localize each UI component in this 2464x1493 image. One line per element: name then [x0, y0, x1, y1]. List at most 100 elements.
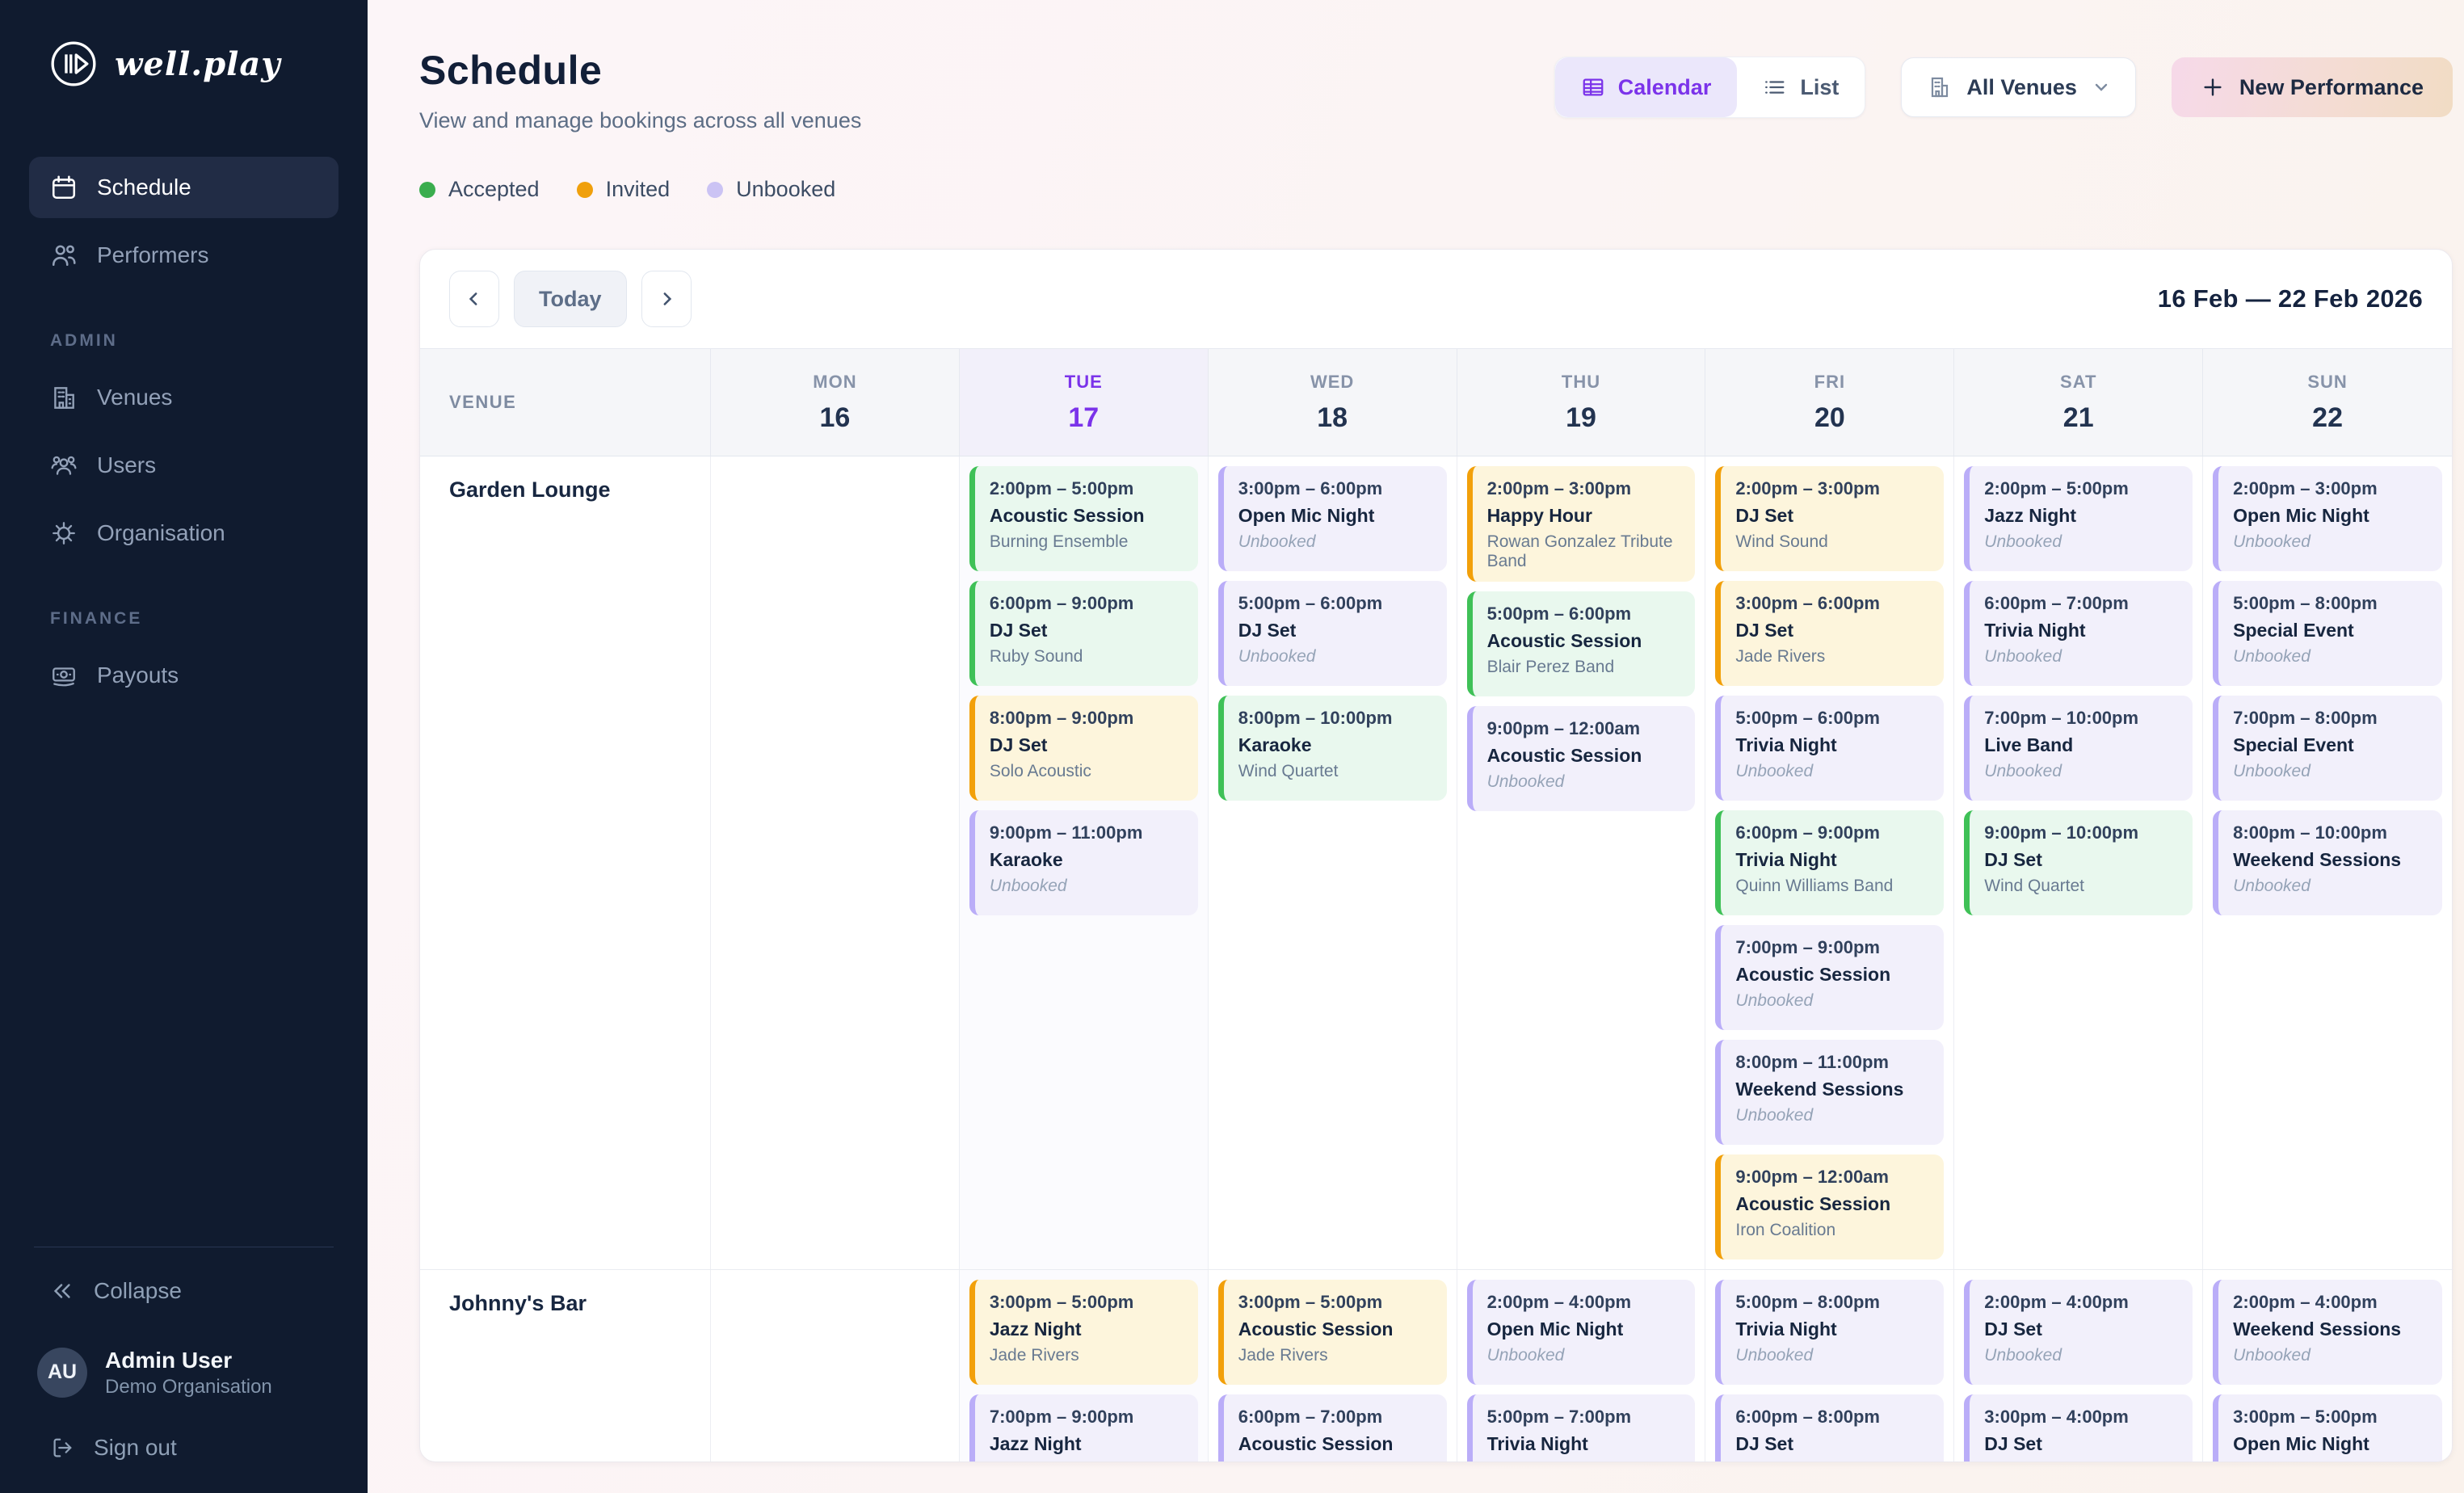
event-card[interactable]: 2:00pm – 5:00pm Acoustic Session Burning E… — [969, 466, 1198, 571]
venues-filter-dropdown[interactable]: All Venues — [1901, 57, 2136, 117]
event-title: DJ Set — [1735, 505, 1794, 526]
event-title: Trivia Night — [1735, 1318, 1837, 1339]
new-performance-button[interactable]: New Performance — [2171, 57, 2453, 117]
event-card[interactable]: 8:00pm – 10:00pm Weekend Sessions Unbooked — [2213, 810, 2442, 915]
event-time: 6:00pm – 9:00pm — [989, 593, 1134, 613]
view-toggle-list[interactable]: List — [1737, 57, 1865, 117]
event-time: 5:00pm – 6:00pm — [1735, 708, 1880, 728]
event-card[interactable]: 6:00pm – 9:00pm Trivia Night Quinn William… — [1715, 810, 1945, 915]
accepted-dot — [419, 181, 435, 198]
legend-accepted: Accepted — [419, 177, 540, 202]
event-performer: Unbooked — [1735, 991, 1814, 1010]
event-card[interactable]: 9:00pm – 10:00pm DJ Set Wind Quartet — [1964, 810, 2193, 915]
event-time: 6:00pm – 7:00pm — [1238, 1407, 1383, 1427]
next-week-button[interactable] — [641, 271, 692, 327]
event-card[interactable]: 7:00pm – 8:00pm Special Event Unbooked — [2213, 696, 2442, 801]
event-time: 2:00pm – 3:00pm — [1735, 478, 1880, 498]
event-time: 9:00pm – 12:00am — [1486, 718, 1641, 738]
new-performance-label: New Performance — [2239, 74, 2424, 99]
calendar-toolbar: Today 16 Feb — 22 Feb 2026 — [420, 250, 2452, 348]
event-performer: Wind Quartet — [1984, 877, 2084, 895]
event-title: Acoustic Session — [1238, 1318, 1394, 1339]
event-time: 2:00pm – 4:00pm — [1984, 1292, 2129, 1312]
event-time: 2:00pm – 5:00pm — [989, 478, 1134, 498]
day-header-mon: MON 16 — [711, 349, 960, 456]
status-legend: Accepted Invited Unbooked — [419, 177, 2453, 202]
event-performer: Unbooked — [1486, 1346, 1565, 1365]
sidebar-item-payouts[interactable]: Payouts — [29, 645, 338, 706]
event-card[interactable]: 2:00pm – 3:00pm Happy Hour Rowan Gonzalez … — [1466, 466, 1696, 582]
event-performer: Jade Rivers — [989, 1346, 1079, 1365]
sidebar-item-venues[interactable]: Venues — [29, 367, 338, 428]
event-card[interactable]: 9:00pm – 12:00am Acoustic Session Iron Coa… — [1715, 1154, 1945, 1260]
event-card[interactable]: 2:00pm – 4:00pm Weekend Sessions Unbooked — [2213, 1280, 2442, 1385]
event-card[interactable]: 2:00pm – 5:00pm Jazz Night Unbooked — [1964, 466, 2193, 571]
day-header-row: VENUE MON 16 TUE 17 WED 18 THU 19 FRI 20 SAT 21 SUN 2… — [420, 348, 2452, 456]
event-card[interactable]: 2:00pm – 4:00pm Open Mic Night Unbooked — [1466, 1280, 1696, 1385]
event-card[interactable]: 3:00pm – 5:00pm Jazz Night Jade Rivers — [969, 1280, 1198, 1385]
sidebar-item-organisation[interactable]: Organisation — [29, 503, 338, 564]
event-card[interactable]: 5:00pm – 6:00pm DJ Set Unbooked — [1217, 581, 1447, 686]
event-card[interactable]: 2:00pm – 4:00pm DJ Set Unbooked — [1964, 1280, 2193, 1385]
day-cell: 2:00pm – 4:00pm DJ Set Unbooked 3:00pm – 4:… — [1954, 1270, 2204, 1461]
event-performer: Unbooked — [1984, 762, 2062, 780]
event-title: DJ Set — [1984, 1318, 2042, 1339]
event-card[interactable]: 8:00pm – 10:00pm Karaoke Wind Quartet — [1217, 696, 1447, 801]
event-title: Jazz Night — [1984, 505, 2077, 526]
calendar-body: Garden Lounge 2:00pm – 5:00pm Acoustic Ses… — [420, 456, 2452, 1461]
event-card[interactable]: 5:00pm – 8:00pm Special Event Unbooked — [2213, 581, 2442, 686]
prev-week-button[interactable] — [449, 271, 499, 327]
event-card[interactable]: 3:00pm – 5:00pm Acoustic Session Jade Rive… — [1217, 1280, 1447, 1385]
view-toggle-calendar[interactable]: Calendar — [1554, 57, 1738, 117]
legend-accepted-label: Accepted — [448, 177, 540, 201]
event-card[interactable]: 6:00pm – 9:00pm DJ Set Ruby Sound — [969, 581, 1198, 686]
venue-name: Garden Lounge — [420, 456, 711, 1269]
event-title: Special Event — [2233, 620, 2354, 641]
user-profile[interactable]: AU Admin User Demo Organisation — [29, 1346, 338, 1399]
event-title: Acoustic Session — [1735, 1193, 1891, 1214]
event-performer: Unbooked — [1735, 1346, 1814, 1365]
event-card[interactable]: 6:00pm – 7:00pm Trivia Night Unbooked — [1964, 581, 2193, 686]
event-card[interactable]: 7:00pm – 9:00pm Acoustic Session Unbooked — [1715, 925, 1945, 1030]
event-card[interactable]: 5:00pm – 6:00pm Acoustic Session Blair Per… — [1466, 591, 1696, 696]
signout-button[interactable]: Sign out — [29, 1435, 338, 1461]
day-cell: 3:00pm – 5:00pm Jazz Night Jade Rivers 7:00… — [959, 1270, 1209, 1461]
collapse-button[interactable]: Collapse — [29, 1278, 338, 1304]
event-title: Karaoke — [1238, 734, 1312, 755]
sidebar-item-schedule[interactable]: Schedule — [29, 157, 338, 218]
venue-row: Garden Lounge 2:00pm – 5:00pm Acoustic Ses… — [420, 456, 2452, 1270]
event-card[interactable]: 8:00pm – 9:00pm DJ Set Solo Acoustic — [969, 696, 1198, 801]
main-content: Schedule View and manage bookings across… — [368, 0, 2464, 1493]
unbooked-dot — [707, 181, 724, 198]
event-card[interactable]: 9:00pm – 12:00am Acoustic Session Unbooked — [1466, 706, 1696, 811]
event-card[interactable]: 5:00pm – 6:00pm Trivia Night Unbooked — [1715, 696, 1945, 801]
event-time: 8:00pm – 11:00pm — [1735, 1052, 1889, 1072]
collapse-icon — [53, 1284, 70, 1298]
event-card[interactable]: 2:00pm – 3:00pm DJ Set Wind Sound — [1715, 466, 1945, 571]
event-card[interactable]: 8:00pm – 11:00pm Weekend Sessions Unbooked — [1715, 1040, 1945, 1145]
sidebar-section-finance: FINANCE — [50, 609, 143, 628]
sidebar-item-performers[interactable]: Performers — [29, 225, 338, 286]
event-performer: Unbooked — [2233, 1346, 2311, 1365]
event-title: Live Band — [1984, 734, 2074, 755]
event-card[interactable]: 3:00pm – 6:00pm Open Mic Night Unbooked — [1217, 466, 1447, 571]
event-card[interactable]: 5:00pm – 8:00pm Trivia Night Unbooked — [1715, 1280, 1945, 1385]
event-card[interactable]: 3:00pm – 6:00pm DJ Set Jade Rivers — [1715, 581, 1945, 686]
event-card[interactable]: 2:00pm – 3:00pm Open Mic Night Unbooked — [2213, 466, 2442, 571]
event-title: DJ Set — [989, 620, 1048, 641]
sidebar-item-label: Organisation — [97, 520, 225, 545]
event-time: 6:00pm – 9:00pm — [1735, 822, 1880, 843]
sidebar-item-users[interactable]: Users — [29, 435, 338, 496]
today-button[interactable]: Today — [514, 271, 627, 327]
event-time: 7:00pm – 10:00pm — [1984, 708, 2139, 728]
event-card[interactable]: 7:00pm – 10:00pm Live Band Unbooked — [1964, 696, 2193, 801]
brand-name: well.play — [115, 44, 281, 83]
event-card[interactable]: 9:00pm – 11:00pm Karaoke Unbooked — [969, 810, 1198, 915]
